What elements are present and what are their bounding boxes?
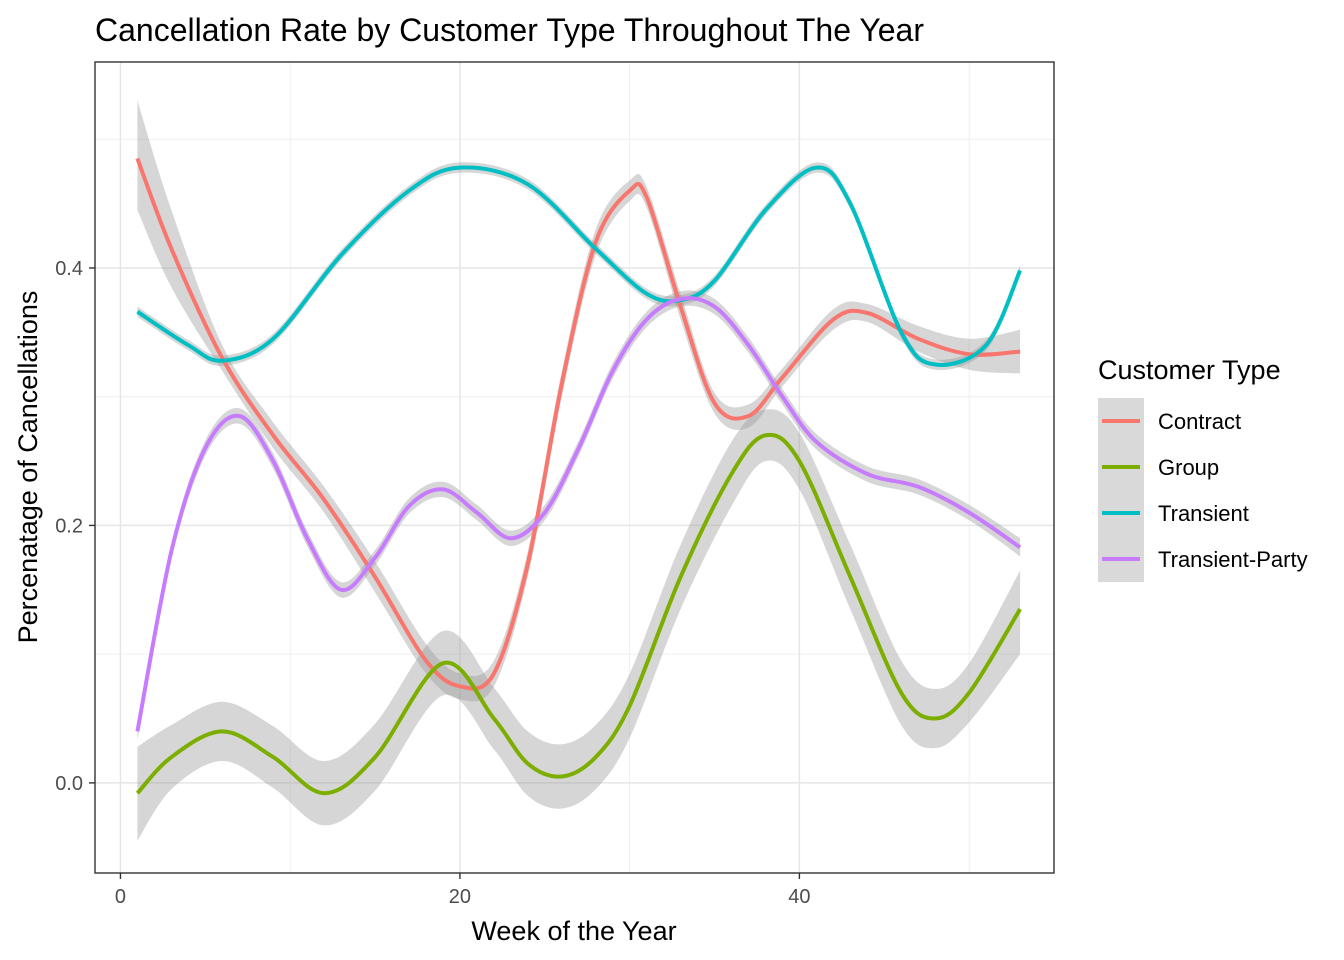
y-tick-label: 0.2 [55,515,83,537]
legend-item-group: Group [1098,444,1219,490]
line-contract [135,157,1021,691]
legend-label: Transient [1158,501,1249,526]
x-axis: 0 20 40 [115,873,811,908]
y-tick-label: 0.4 [55,258,83,280]
panel-background [95,62,1054,873]
series-lines [135,157,1022,796]
line-transient-party [135,296,1022,732]
legend-label: Contract [1158,409,1241,434]
chart-title: Cancellation Rate by Customer Type Throu… [95,12,924,48]
legend-label: Transient-Party [1158,547,1308,572]
line-transient [136,165,1022,367]
plot-panel [94,61,1055,874]
x-axis-title: Week of the Year [471,916,676,946]
y-axis: 0.0 0.2 0.4 [55,258,95,795]
line-group [135,432,1022,796]
y-axis-title: Percenatage of Cancellations [13,291,43,644]
legend-title: Customer Type [1098,355,1281,385]
grid-lines [95,62,1054,873]
y-tick-label: 0.0 [55,773,83,795]
x-tick-label: 0 [115,886,126,908]
legend-label: Group [1158,455,1219,480]
legend-item-contract: Contract [1098,398,1241,444]
legend-item-transient: Transient [1098,490,1249,536]
legend-item-transient-party: Transient-Party [1098,536,1308,582]
x-tick-label: 40 [788,886,810,908]
band-group [137,409,1021,841]
x-tick-label: 20 [449,886,471,908]
panel-border [94,61,1055,874]
legend: Customer Type Contract Group Transient Tran… [1098,355,1308,582]
